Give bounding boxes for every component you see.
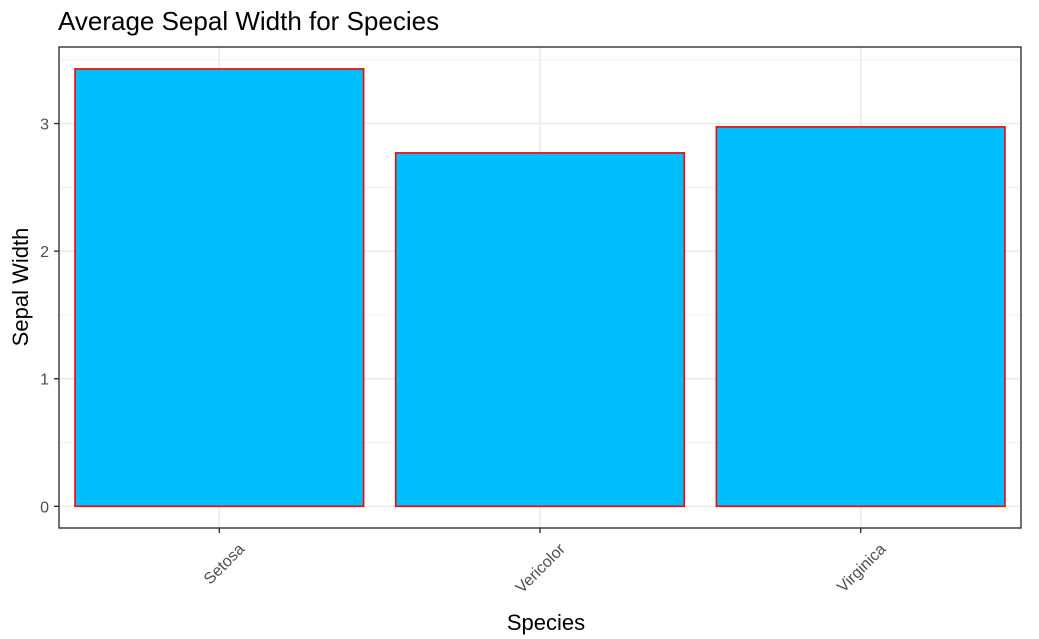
y-tick-label: 0 <box>40 499 49 516</box>
x-axis: Setosa Vericolor Virginica <box>201 528 890 597</box>
y-tick-label: 3 <box>40 117 49 134</box>
chart-title: Average Sepal Width for Species <box>58 6 439 36</box>
x-tick-label: Setosa <box>201 541 248 588</box>
x-tick-label: Virginica <box>834 541 889 596</box>
x-tick-label: Vericolor <box>513 540 570 597</box>
y-axis-title: Sepal Width <box>8 228 33 347</box>
bar-setosa <box>74 68 365 508</box>
bar-vericolor <box>394 152 686 508</box>
x-axis-title: Species <box>507 610 585 635</box>
y-tick-label: 2 <box>40 244 49 261</box>
y-axis: 0 1 2 3 <box>40 117 59 516</box>
bar-virginica <box>715 126 1006 508</box>
y-tick-label: 1 <box>40 372 49 389</box>
bars <box>74 68 1006 508</box>
